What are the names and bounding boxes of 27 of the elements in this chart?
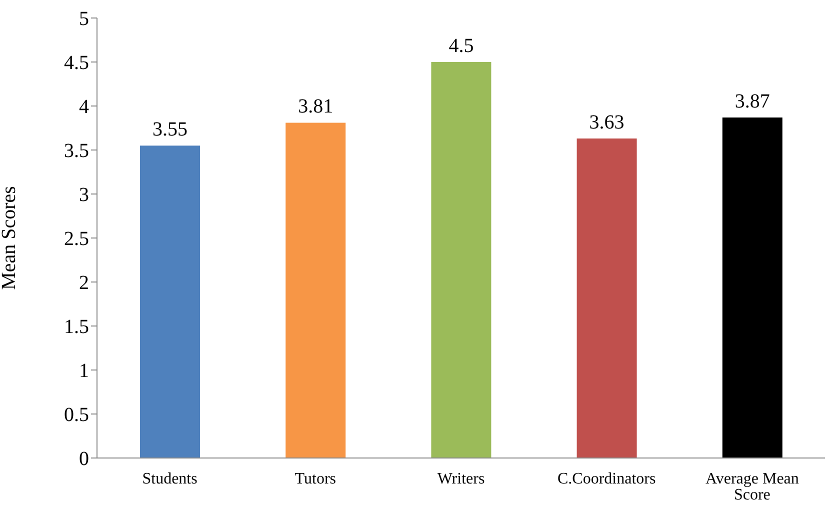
y-tick-label: 2.5 — [64, 228, 89, 250]
y-tick-label: 0.5 — [64, 404, 89, 426]
y-tick-label: 4.5 — [64, 52, 89, 74]
x-tick-label: C.Coordinators — [557, 470, 656, 488]
bar — [140, 146, 200, 458]
y-tick-label: 4 — [79, 96, 89, 118]
data-label: 3.87 — [734, 90, 770, 112]
x-tick-label: Students — [142, 470, 198, 488]
data-label: 4.5 — [448, 35, 474, 57]
bar — [431, 62, 492, 458]
bar — [722, 117, 782, 458]
y-axis-title: Mean Scores — [0, 186, 20, 290]
data-label: 3.63 — [589, 112, 624, 134]
data-label: 3.55 — [152, 118, 188, 141]
y-tick-label: 1.5 — [64, 316, 89, 338]
x-tick-label: Writers — [437, 470, 485, 488]
data-label: 3.81 — [298, 96, 334, 118]
x-tick-label: Average Mean Score — [705, 470, 799, 504]
y-tick-label: 0 — [79, 448, 89, 470]
y-tick-label: 2 — [79, 272, 89, 294]
bar — [576, 138, 637, 458]
y-tick-label: 3 — [79, 184, 89, 206]
y-tick-label: 3.5 — [64, 140, 89, 162]
x-tick-label: Tutors — [294, 470, 336, 488]
y-tick-label: 1 — [79, 360, 89, 382]
y-tick-label: 5 — [79, 8, 89, 30]
bar — [286, 122, 346, 458]
